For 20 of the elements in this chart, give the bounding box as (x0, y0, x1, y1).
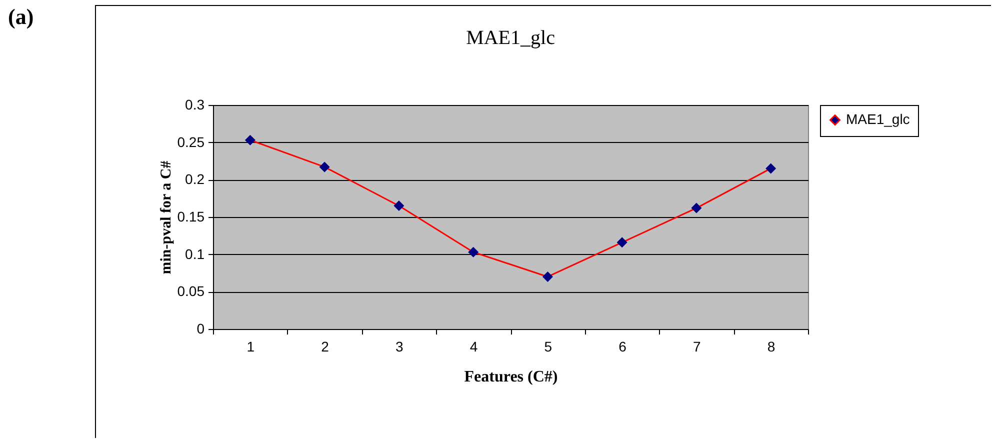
chart-title: MAE1_glc (466, 27, 556, 49)
x-tick-label: 1 (246, 338, 255, 354)
y-tick-label: 0 (196, 320, 205, 336)
y-tick-label: 0.3 (185, 96, 205, 112)
x-tick-label: 2 (321, 338, 330, 354)
x-tick-label: 3 (396, 338, 404, 354)
x-axis-title: Features (C#) (464, 368, 558, 386)
y-tick-label: 0.2 (185, 171, 205, 188)
y-tick-label: 0.1 (185, 246, 205, 262)
x-tick-label: 7 (693, 338, 702, 354)
text: (a) (8, 4, 34, 30)
x-tick-label: 4 (470, 338, 478, 354)
x-tick-label: 8 (767, 338, 776, 354)
legend-label: MAE1_glc (846, 111, 910, 127)
y-tick-label: 0.25 (177, 134, 205, 150)
x-tick-label: 6 (618, 338, 627, 354)
y-tick-label: 0.05 (177, 283, 205, 300)
y-tick-label: 0.15 (177, 208, 205, 224)
x-tick-label: 5 (544, 338, 552, 354)
y-axis-title: min-pval for a C# (158, 160, 174, 274)
